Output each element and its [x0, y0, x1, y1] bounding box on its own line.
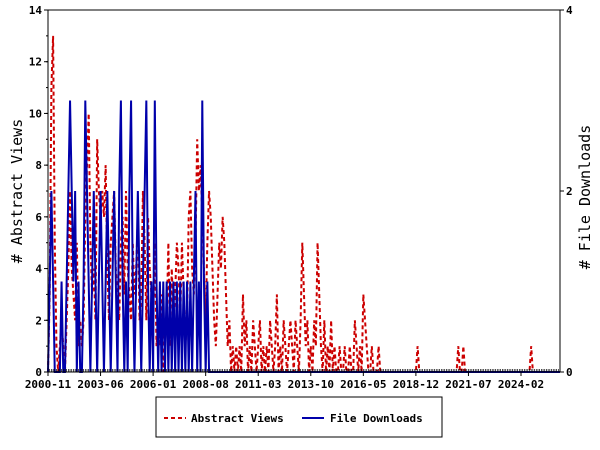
x-tick-label: 2013-10 — [288, 378, 334, 391]
y-right-tick-label: 4 — [566, 4, 573, 17]
y-left-tick-label: 0 — [35, 366, 42, 379]
y-left-tick-label: 14 — [29, 4, 43, 17]
legend-box — [155, 396, 443, 438]
y-left-tick-label: 12 — [29, 56, 42, 69]
x-tick-label: 2024-02 — [498, 378, 544, 391]
x-tick-label: 2011-03 — [235, 378, 281, 391]
legend-label-file-downloads: File Downloads — [330, 412, 423, 425]
legend: Abstract Views File Downloads — [155, 396, 443, 438]
series-layer — [47, 35, 560, 373]
legend-label-abstract-views: Abstract Views — [191, 412, 284, 425]
y-left-tick-label: 6 — [35, 211, 42, 224]
y-right-tick-label: 0 — [566, 366, 573, 379]
y-left-tick-label: 10 — [29, 107, 42, 120]
axes: 0 2 4 6 8 10 12 14 0 2 4 2000-11 2003-06 2006-01 2008-… — [25, 4, 573, 391]
series-line-file-downloads — [47, 100, 560, 373]
y-left-tick-label: 8 — [35, 159, 42, 172]
y-left-tick-label: 4 — [35, 263, 42, 276]
x-tick-label: 2000-11 — [25, 378, 72, 391]
y-right-tick-label: 2 — [566, 185, 573, 198]
x-tick-label: 2003-06 — [77, 378, 124, 391]
x-tick-label: 2006-01 — [130, 378, 177, 391]
y-axis-left-label: # Abstract Views — [8, 119, 26, 264]
y-axis-right-label: # File Downloads — [576, 125, 594, 270]
x-tick-label: 2018-12 — [393, 378, 439, 391]
y-left-tick-label: 2 — [35, 314, 42, 327]
x-tick-label: 2021-07 — [445, 378, 491, 391]
x-tick-label: 2008-08 — [182, 378, 228, 391]
x-tick-label: 2016-05 — [340, 378, 386, 391]
